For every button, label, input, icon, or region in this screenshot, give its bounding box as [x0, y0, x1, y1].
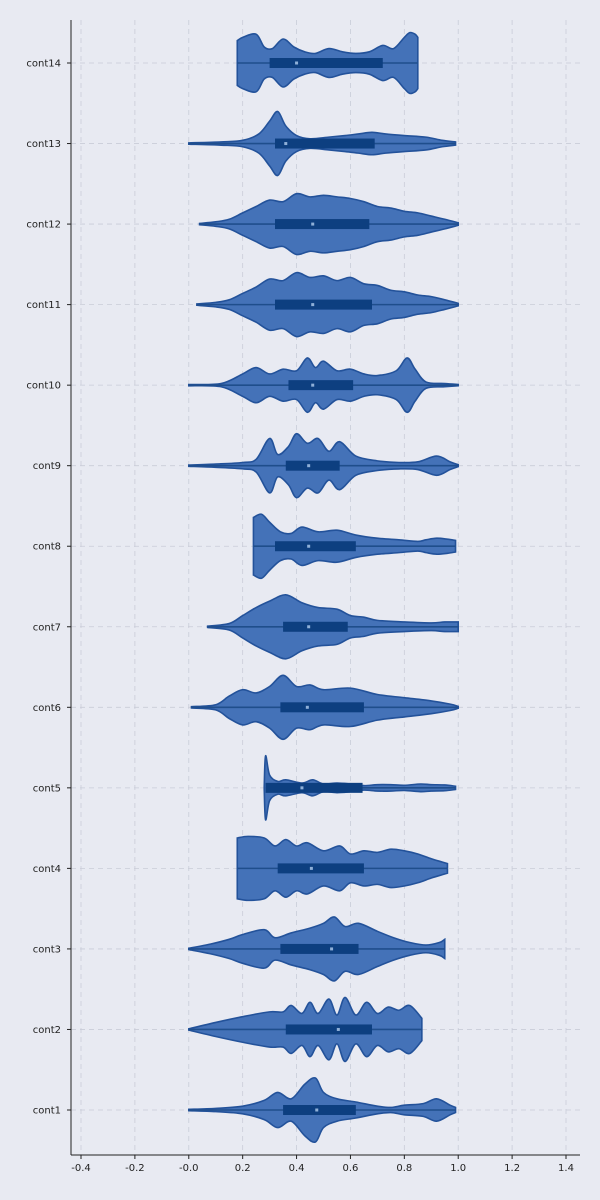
- iqr-box-cont14: [269, 58, 383, 68]
- x-tick-label: -0.0: [179, 1163, 199, 1174]
- x-tick-label: 1.0: [450, 1163, 466, 1174]
- x-tick-label: 0.2: [235, 1163, 251, 1174]
- y-tick-label-cont3: cont3: [33, 944, 61, 955]
- median-marker-cont8: [307, 544, 311, 548]
- y-tick-label-cont13: cont13: [26, 139, 61, 150]
- y-tick-label-cont1: cont1: [33, 1106, 61, 1117]
- violin-layer: [187, 31, 460, 1144]
- y-tick-label-cont8: cont8: [33, 542, 61, 553]
- median-marker-cont9: [307, 464, 311, 468]
- iqr-box-cont3: [280, 943, 359, 954]
- x-tick-label: 0.4: [289, 1163, 305, 1174]
- iqr-box-cont11: [275, 299, 372, 310]
- iqr-box-cont2: [285, 1024, 372, 1035]
- median-marker-cont14: [295, 61, 299, 65]
- axis-layer: -0.4 -0.2 -0.0 0.2 0.4 0.6 0.8 1.0 1.2 1.4 cont1 co…: [26, 20, 580, 1174]
- x-tick-label: 0.6: [342, 1163, 358, 1174]
- y-tick-label-cont9: cont9: [33, 461, 61, 472]
- median-marker-cont1: [315, 1108, 319, 1112]
- y-tick-label-cont14: cont14: [26, 59, 61, 70]
- median-marker-cont7: [307, 625, 311, 629]
- y-tick-label-cont12: cont12: [26, 220, 61, 231]
- y-tick-label-cont4: cont4: [33, 864, 61, 875]
- y-tick-label-cont10: cont10: [26, 381, 61, 392]
- x-tick-label: 0.8: [396, 1163, 412, 1174]
- x-tick-label: 1.4: [558, 1163, 574, 1174]
- iqr-box-cont8: [275, 541, 356, 552]
- iqr-box-cont4: [277, 863, 364, 874]
- iqr-box-cont9: [285, 460, 340, 471]
- y-tick-label-cont2: cont2: [33, 1025, 61, 1036]
- y-tick-label-cont11: cont11: [26, 300, 61, 311]
- median-marker-cont12: [311, 222, 315, 226]
- iqr-box-cont6: [280, 702, 364, 713]
- iqr-box-cont12: [275, 219, 370, 230]
- iqr-box-cont10: [288, 380, 354, 391]
- y-tick-label-cont7: cont7: [33, 622, 61, 633]
- median-marker-cont2: [336, 1027, 340, 1031]
- x-tick-label: -0.4: [71, 1163, 91, 1174]
- grid-layer: [71, 20, 580, 1155]
- iqr-box-cont7: [283, 621, 348, 632]
- median-marker-cont4: [309, 866, 313, 870]
- median-marker-cont5: [300, 786, 304, 790]
- x-tick-label: 1.2: [504, 1163, 520, 1174]
- median-marker-cont10: [311, 383, 315, 387]
- iqr-box-cont13: [275, 138, 375, 149]
- iqr-box-cont1: [283, 1105, 356, 1115]
- median-marker-cont6: [305, 705, 309, 709]
- y-tick-label-cont6: cont6: [33, 703, 61, 714]
- y-tick-label-cont5: cont5: [33, 783, 61, 794]
- x-tick-label: -0.2: [125, 1163, 145, 1174]
- median-marker-cont13: [284, 142, 288, 146]
- median-marker-cont3: [330, 947, 334, 951]
- iqr-box-cont5: [265, 782, 363, 793]
- median-marker-cont11: [311, 303, 315, 307]
